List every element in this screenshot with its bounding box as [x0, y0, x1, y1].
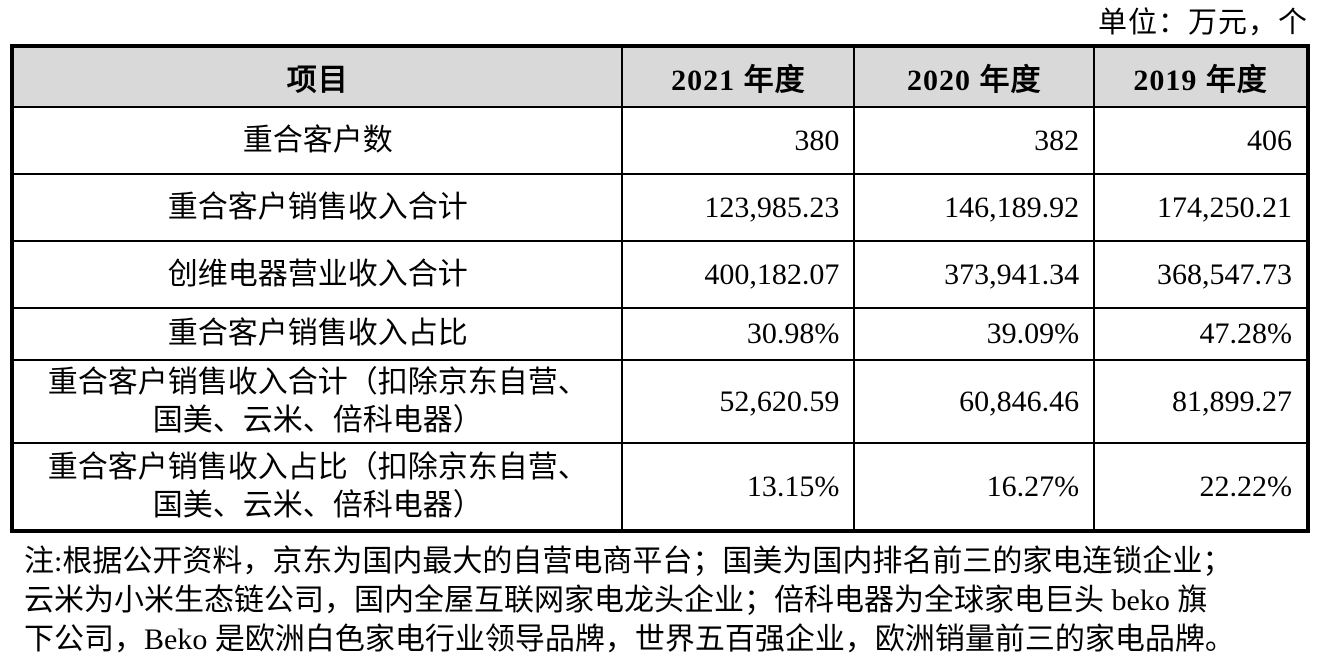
table-row: 重合客户数 380 382 406	[10, 106, 1309, 175]
column-header-item: 项目	[10, 45, 624, 108]
row-value: 81,899.27	[1093, 359, 1309, 444]
row-label: 重合客户销售收入占比（扣除京东自营、 国美、云米、倍科电器）	[10, 442, 624, 532]
row-value: 400,182.07	[621, 240, 856, 309]
footnote-line: 注:根据公开资料，京东为国内最大的自营电商平台；国美为国内排名前三的家电连锁企业…	[24, 545, 1233, 578]
row-label: 重合客户销售收入占比	[10, 307, 624, 361]
row-label: 重合客户销售收入合计	[10, 173, 624, 242]
row-value: 39.09%	[853, 307, 1096, 361]
column-header-2020: 2020 年度	[853, 45, 1096, 108]
row-value: 174,250.21	[1093, 173, 1309, 242]
unit-label: 单位：万元，个	[1097, 7, 1308, 39]
table-row: 创维电器营业收入合计 400,182.07 373,941.34 368,547.73	[10, 240, 1309, 309]
row-label: 创维电器营业收入合计	[10, 240, 624, 309]
table-row: 重合客户销售收入占比 30.98% 39.09% 47.28%	[10, 307, 1309, 361]
footnote: 注:根据公开资料，京东为国内最大的自营电商平台；国美为国内排名前三的家电连锁企业…	[10, 542, 1312, 659]
row-value: 52,620.59	[621, 359, 856, 444]
table-row: 重合客户销售收入合计 123,985.23 146,189.92 174,250.21	[10, 173, 1309, 242]
column-header-2019: 2019 年度	[1093, 45, 1309, 108]
row-value: 368,547.73	[1093, 240, 1309, 309]
row-label: 重合客户数	[10, 106, 624, 175]
table-header-row: 项目 2021 年度 2020 年度 2019 年度	[10, 45, 1309, 108]
row-value: 16.27%	[853, 442, 1096, 532]
row-value: 13.15%	[621, 442, 856, 532]
table-row: 重合客户销售收入合计（扣除京东自营、 国美、云米、倍科电器） 52,620.59 6…	[10, 359, 1309, 444]
row-value: 146,189.92	[853, 173, 1096, 242]
row-value: 382	[853, 106, 1096, 175]
footnote-line: 下公司，Beko 是欧洲白色家电行业领导品牌，世界五百强企业，欧洲销量前三的家电…	[24, 623, 1235, 656]
table-row: 重合客户销售收入占比（扣除京东自营、 国美、云米、倍科电器） 13.15% 16.2…	[10, 442, 1309, 532]
row-value: 60,846.46	[853, 359, 1096, 444]
row-value: 47.28%	[1093, 307, 1309, 361]
row-label: 重合客户销售收入合计（扣除京东自营、 国美、云米、倍科电器）	[10, 359, 624, 444]
row-value: 30.98%	[621, 307, 856, 361]
row-value: 406	[1093, 106, 1309, 175]
overlapping-customers-table: 项目 2021 年度 2020 年度 2019 年度 重合客户数 380 382 40…	[10, 44, 1310, 533]
column-header-2021: 2021 年度	[621, 45, 856, 108]
row-value: 22.22%	[1093, 442, 1309, 532]
row-value: 380	[621, 106, 856, 175]
table-body: 重合客户数 380 382 406 重合客户销售收入合计 123,985.23 146,18…	[10, 106, 1309, 532]
row-value: 373,941.34	[853, 240, 1096, 309]
row-value: 123,985.23	[621, 173, 856, 242]
footnote-line: 云米为小米生态链公司，国内全屋互联网家电龙头企业；倍科电器为全球家电巨头 bek…	[24, 584, 1208, 617]
